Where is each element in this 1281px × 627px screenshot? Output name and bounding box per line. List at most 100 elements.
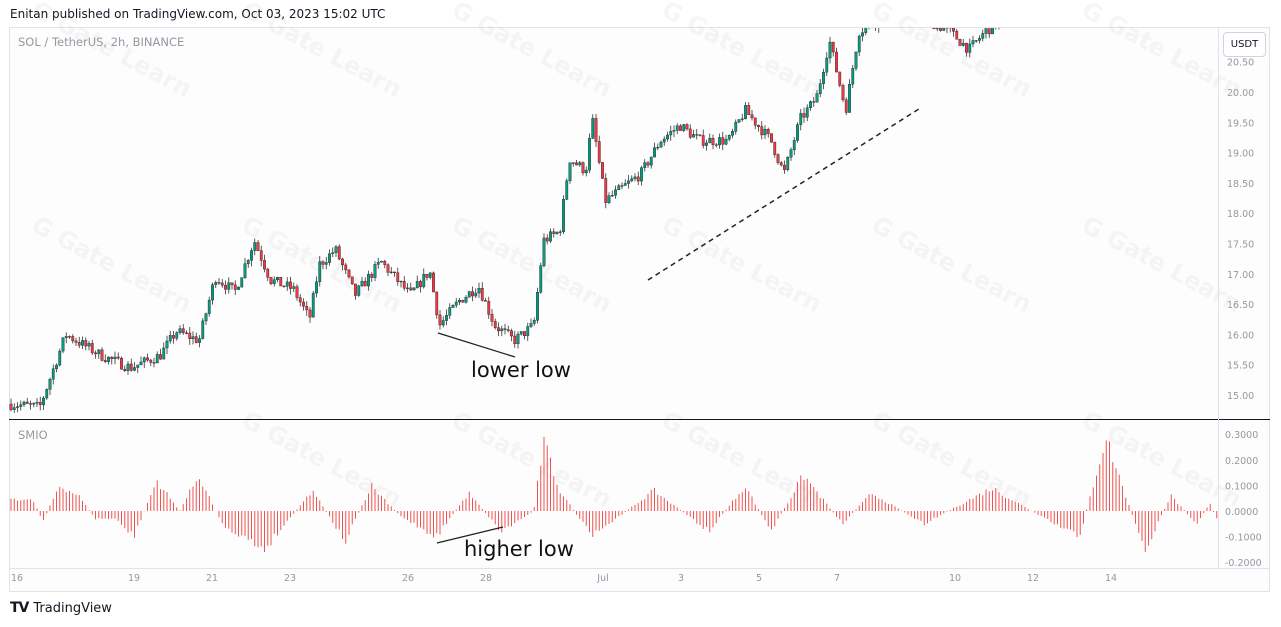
candle	[519, 331, 523, 336]
candle	[256, 240, 260, 252]
candle	[965, 42, 968, 57]
candle-body	[81, 340, 84, 346]
candle-body	[347, 269, 351, 278]
candle	[87, 340, 91, 351]
candle-body	[129, 363, 133, 371]
candle	[675, 123, 679, 135]
price-axis[interactable]: 15.00 15.50 16.00 16.50 17.00 17.50 18.00 18.50…	[1227, 58, 1254, 402]
candle	[701, 129, 705, 149]
candle	[120, 356, 123, 370]
candle-body	[165, 340, 169, 349]
candle-body	[276, 277, 279, 280]
time-tick-label: 10	[949, 573, 961, 584]
candle-body	[419, 281, 422, 288]
candle-body	[68, 336, 71, 338]
candle-body	[659, 141, 663, 148]
candle-body	[1001, 15, 1003, 19]
candle	[610, 190, 614, 197]
candle	[1001, 15, 1003, 25]
candle-body	[705, 142, 708, 146]
candle	[669, 125, 673, 141]
candle	[396, 267, 400, 286]
candle-body	[412, 287, 416, 291]
currency-button[interactable]: USDT	[1223, 32, 1266, 57]
candle-body	[35, 402, 39, 404]
candle-body	[1008, 12, 1010, 17]
candle	[399, 280, 403, 288]
candle-body	[809, 101, 812, 109]
candle	[246, 259, 250, 268]
smio-axis[interactable]: 0.3000 0.2000 0.1000 0.0000 -0.1000 -0.2000	[1225, 430, 1262, 569]
candle	[347, 269, 351, 279]
candle	[854, 51, 858, 71]
candle	[113, 351, 117, 365]
candle	[672, 125, 676, 138]
candle	[19, 400, 23, 411]
candle-body	[575, 162, 578, 166]
candle	[760, 121, 764, 140]
candle-body	[672, 130, 676, 132]
candle-body	[493, 321, 497, 328]
candle-body	[9, 403, 13, 410]
candle-body	[796, 124, 799, 141]
candle-body	[854, 51, 858, 69]
indicator-title[interactable]: SMIO	[18, 428, 48, 442]
candle-body	[253, 242, 257, 251]
candle-body	[789, 149, 793, 158]
candle-body	[74, 340, 78, 343]
trendline-dashed[interactable]	[647, 106, 923, 281]
footer-brand[interactable]: TV TradingView	[10, 600, 112, 616]
candle	[373, 261, 377, 282]
candle	[328, 249, 331, 266]
candle-body	[698, 134, 702, 136]
candle-body	[383, 260, 387, 265]
candle-body	[773, 141, 777, 155]
candle	[480, 282, 484, 302]
candle-body	[519, 331, 523, 335]
watermark-text: G Gate Learn	[1077, 211, 1246, 319]
candle-body	[311, 292, 315, 318]
chart-frame[interactable]	[9, 27, 1270, 592]
candle-body	[263, 260, 266, 270]
candle-body	[675, 125, 679, 131]
candle-body	[474, 292, 478, 297]
candle-body	[731, 131, 734, 136]
candle-body	[981, 33, 985, 39]
candle-body	[185, 332, 188, 334]
time-tick-label: 23	[284, 573, 296, 584]
candle-body	[16, 406, 19, 408]
candle	[835, 47, 838, 73]
candle-body	[965, 42, 968, 53]
candle	[315, 276, 318, 298]
candle-body	[146, 357, 149, 361]
candle-body	[175, 332, 179, 339]
candle-body	[406, 287, 409, 289]
watermark-text: G Gate Learn	[867, 0, 1036, 103]
candle	[484, 297, 487, 302]
candle-body	[630, 178, 634, 182]
candle-body	[432, 272, 435, 293]
candle	[12, 403, 16, 413]
higher-low-line[interactable]	[436, 526, 504, 544]
time-axis[interactable]: 16 19 21 23 26 28 Jul 3 5 7 10 12 14	[11, 573, 1117, 584]
candle-body	[302, 301, 305, 307]
candle-body	[103, 360, 107, 362]
candle-body	[558, 231, 562, 233]
candle-body	[376, 261, 380, 265]
candle-body	[295, 286, 299, 298]
candle-body	[120, 357, 123, 370]
candle	[620, 182, 624, 190]
candle-body	[246, 260, 250, 264]
candle	[597, 135, 601, 165]
candle-body	[484, 300, 487, 302]
candle	[727, 134, 731, 142]
candle-body	[393, 271, 396, 273]
lower-low-line[interactable]	[437, 332, 516, 358]
candle	[224, 280, 227, 295]
candle	[38, 396, 42, 411]
symbol-title[interactable]: SOL / TetherUS, 2h, BINANCE	[18, 35, 185, 49]
candle-body	[142, 357, 146, 363]
candle	[679, 124, 682, 131]
candle	[968, 38, 972, 58]
